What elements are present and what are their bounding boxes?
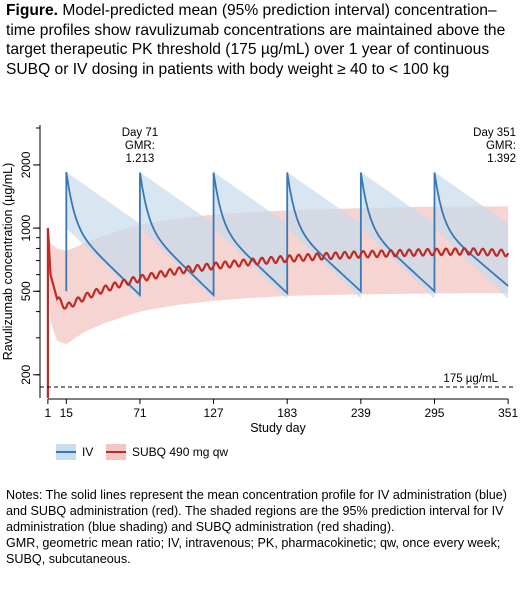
x-tick-label: 239 <box>351 406 371 420</box>
iv-prediction-band-3 <box>213 172 288 299</box>
prediction-bands <box>47 172 509 345</box>
iv-prediction-band-4 <box>287 172 361 299</box>
gmr-annotation-text: 1.213 <box>126 153 155 165</box>
x-tick-label: 295 <box>424 406 444 420</box>
notes-line-2: GMR, geometric mean ratio; IV, intraveno… <box>6 536 501 566</box>
iv-prediction-band-5 <box>360 172 435 299</box>
y-tick-label: 200 <box>19 364 33 384</box>
gmr-annotation-text: Day 351 <box>473 127 516 139</box>
gmr-annotation-text: GMR: <box>486 140 516 152</box>
legend-iv-label: IV <box>82 445 93 459</box>
gmr-annotation-text: 1.392 <box>487 153 516 165</box>
caption-label: Figure. <box>6 2 58 19</box>
figure-caption: Figure. Model-predicted mean (95% predic… <box>6 1 516 79</box>
iv-prediction-band-6 <box>434 172 509 299</box>
caption-text: Model-predicted mean (95% prediction int… <box>6 2 506 78</box>
concentration-chart: 175 µg/mL 200 500 1000 2000 1 15 71 127 183 239 295… <box>1 125 518 460</box>
x-axis-label: Study day <box>250 421 306 435</box>
y-axis-label: Ravulizumab concentration (µg/mL) <box>1 163 15 361</box>
iv-mean-line <box>65 171 509 298</box>
axes: 175 µg/mL 200 500 1000 2000 1 15 71 127 183 239 295… <box>1 125 518 435</box>
notes-line-1: Notes: The solid lines represent the mea… <box>6 488 507 534</box>
threshold-label: 175 µg/mL <box>443 373 498 385</box>
x-tick-label: 71 <box>133 406 147 420</box>
figure-notes: Notes: The solid lines represent the mea… <box>6 487 516 567</box>
x-tick-label: 15 <box>60 406 74 420</box>
x-tick-label: 127 <box>204 406 224 420</box>
x-tick-label: 183 <box>277 406 297 420</box>
series-lines <box>46 171 510 398</box>
x-tick-label: 351 <box>498 406 518 420</box>
y-tick-label: 1000 <box>19 214 33 241</box>
iv-prediction-band-1 <box>66 172 140 299</box>
y-tick-label: 2000 <box>19 151 33 178</box>
x-tick-label: 1 <box>45 406 52 420</box>
gmr-annotation-text: Day 71 <box>122 127 158 139</box>
legend: IV SUBQ 490 mg qw <box>56 444 228 460</box>
gmr-annotation-text: GMR: <box>125 140 155 152</box>
y-tick-label: 500 <box>19 281 33 301</box>
legend-subq-label: SUBQ 490 mg qw <box>132 445 228 459</box>
subq-mean-line <box>46 228 510 398</box>
